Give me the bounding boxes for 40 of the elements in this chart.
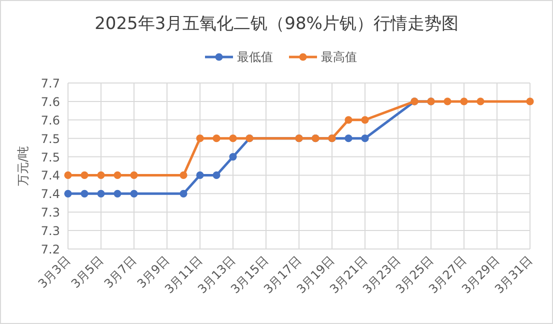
y-tick-label: 7.3 bbox=[40, 206, 60, 220]
point bbox=[180, 171, 188, 180]
point bbox=[212, 134, 220, 142]
point bbox=[212, 171, 220, 180]
point bbox=[460, 98, 468, 106]
point bbox=[229, 134, 237, 142]
y-tick-label: 7.5 bbox=[40, 132, 60, 146]
point bbox=[344, 134, 352, 142]
legend-label: 最高值 bbox=[321, 50, 357, 64]
point bbox=[97, 190, 105, 198]
point bbox=[196, 171, 204, 180]
point bbox=[344, 116, 352, 124]
y-tick-label: 7.4 bbox=[40, 187, 60, 202]
point bbox=[361, 134, 369, 142]
y-tick-label: 7.5 bbox=[40, 150, 60, 164]
y-tick-label: 7.7 bbox=[40, 76, 60, 90]
point bbox=[80, 171, 88, 180]
point bbox=[180, 190, 188, 198]
y-tick-label: 7.6 bbox=[40, 94, 60, 109]
y-tick-label: 7.4 bbox=[40, 168, 60, 183]
point bbox=[526, 98, 534, 106]
point bbox=[130, 190, 138, 198]
point bbox=[229, 152, 237, 161]
legend-label: 最低值 bbox=[237, 50, 273, 64]
point bbox=[114, 171, 122, 180]
point bbox=[196, 134, 204, 142]
point bbox=[361, 116, 369, 124]
y-tick-label: 7.2 bbox=[40, 242, 60, 256]
point bbox=[64, 190, 72, 198]
point bbox=[130, 171, 138, 180]
y-tick-label: 7.3 bbox=[40, 224, 60, 238]
y-tick-label: 7.6 bbox=[40, 113, 60, 128]
point bbox=[64, 171, 72, 180]
point bbox=[97, 171, 105, 180]
point bbox=[476, 98, 484, 106]
chart-title: 2025年3月五氧化二钒（98%片钒）行情走势图 bbox=[94, 14, 458, 34]
point bbox=[444, 98, 452, 106]
point bbox=[114, 190, 122, 198]
y-axis-title: 万元/吨 bbox=[16, 146, 30, 186]
point bbox=[80, 190, 88, 198]
